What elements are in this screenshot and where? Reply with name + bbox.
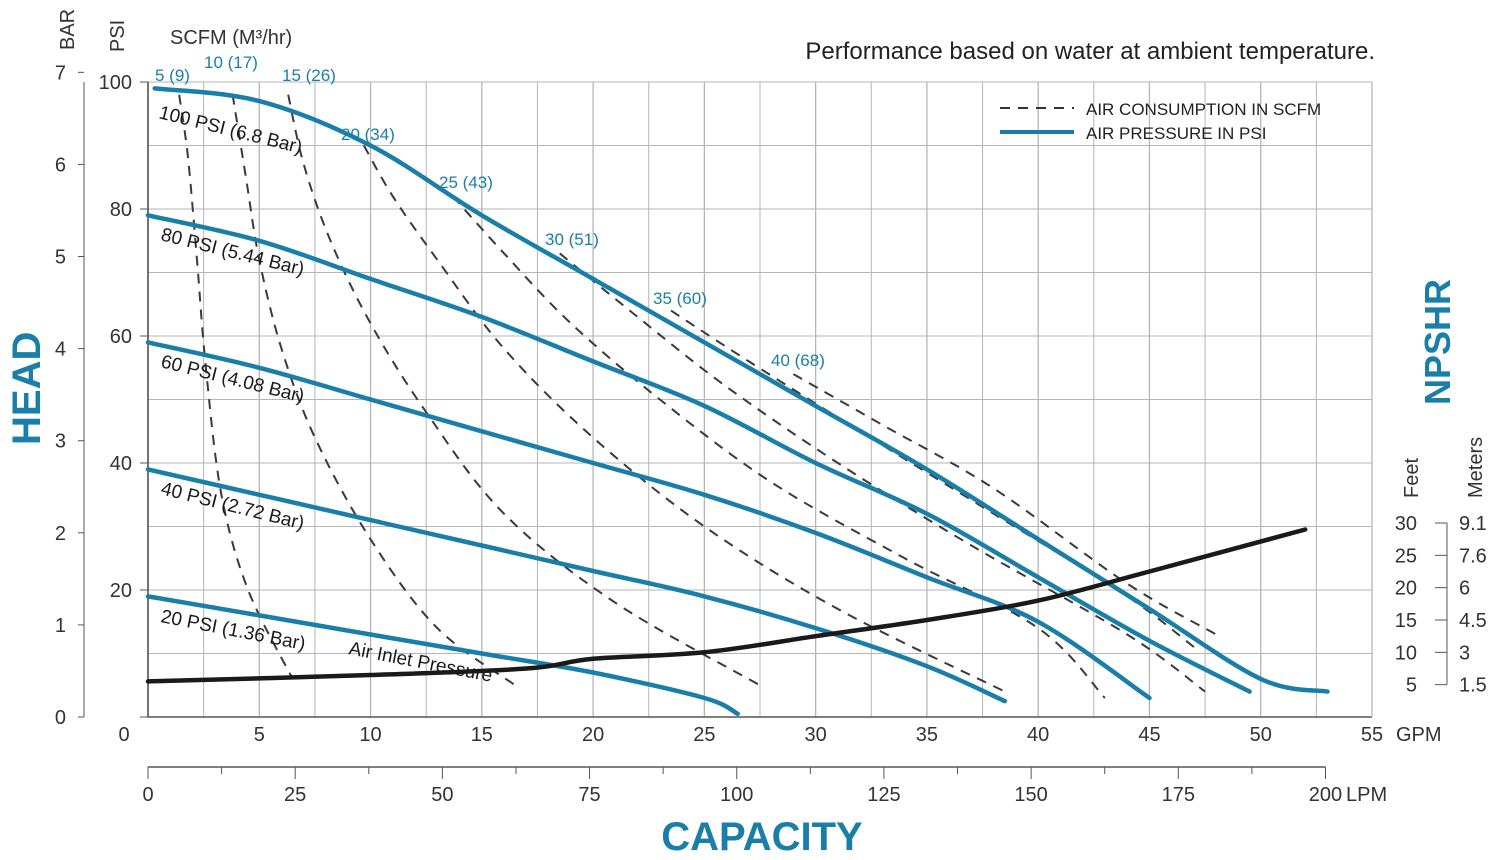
lpm-tick-label: 100 — [720, 784, 753, 806]
scfm-curve-label: 20 (34) — [341, 125, 395, 144]
scfm-curve — [792, 373, 1217, 636]
gpm-axis-label: GPM — [1396, 724, 1442, 746]
scfm-curve — [670, 309, 1195, 648]
pressure-curve — [152, 86, 1330, 694]
lpm-tick-label: 125 — [867, 784, 900, 806]
lpm-tick-label: 75 — [578, 784, 600, 806]
legend: AIR CONSUMPTION IN SCFM AIR PRESSURE IN … — [1000, 100, 1321, 143]
npshr-feet-tick-label: 25 — [1395, 545, 1417, 567]
chart-note: Performance based on water at ambient te… — [805, 38, 1375, 65]
scfm-curve — [363, 145, 1006, 693]
pressure-curve-label: 20 PSI (1.36 Bar) — [159, 606, 307, 655]
scfm-curve-label: 25 (43) — [439, 173, 493, 192]
lpm-tick-label: 50 — [431, 784, 453, 806]
npshr-meters-tick-label: 7.6 — [1459, 545, 1487, 567]
gpm-tick-label: 45 — [1138, 724, 1160, 746]
gpm-tick-label: 30 — [805, 724, 827, 746]
scfm-curve-label: 40 (68) — [771, 351, 825, 370]
legend-air-consumption: AIR CONSUMPTION IN SCFM — [1086, 100, 1321, 119]
chart-labels: 0 5 10 15 20 25 30 35 40 45 50 55204060801000123456… — [55, 53, 1487, 806]
lpm-tick-label: 25 — [284, 784, 306, 806]
bar-axis-label: BAR — [57, 9, 79, 50]
gpm-tick-label: 5 — [254, 724, 265, 746]
npshr-feet-tick-label: 5 — [1406, 675, 1417, 697]
air-consumption-curves — [178, 94, 1217, 699]
gpm-tick-label: 15 — [471, 724, 493, 746]
bar-tick-label: 1 — [55, 615, 66, 637]
gpm-tick-label: 40 — [1027, 724, 1049, 746]
scfm-curve — [452, 195, 1106, 699]
plot-grid — [78, 71, 1448, 779]
npshr-curve — [145, 527, 1308, 684]
lpm-tick-label: 150 — [1014, 784, 1047, 806]
air-pressure-curves — [145, 86, 1330, 717]
pressure-curve-label: 100 PSI (6.8 Bar) — [157, 102, 305, 158]
head-axis-title: HEAD — [5, 332, 49, 445]
npshr-line — [145, 527, 1308, 684]
scfm-curve — [231, 94, 516, 687]
air-inlet-pressure-label: Air Inlet Pressure — [347, 638, 494, 686]
psi-tick-label: 20 — [110, 580, 132, 602]
npshr-feet-tick-label: 20 — [1395, 578, 1417, 600]
scfm-curve-label: 35 (60) — [653, 289, 707, 308]
npshr-meters-tick-label: 9.1 — [1459, 513, 1487, 535]
bar-tick-label: 6 — [55, 154, 66, 176]
gpm-tick-label: 10 — [359, 724, 381, 746]
npshr-meters-tick-label: 6 — [1459, 578, 1470, 600]
lpm-tick-label: 200 — [1309, 784, 1342, 806]
scfm-curve-label: 30 (51) — [545, 230, 599, 249]
psi-tick-label: 80 — [110, 199, 132, 221]
npshr-meters-tick-label: 4.5 — [1459, 610, 1487, 632]
npshr-meters-tick-label: 3 — [1459, 642, 1470, 664]
npshr-feet-label: Feet — [1401, 458, 1423, 498]
npshr-meters-label: Meters — [1465, 437, 1487, 498]
psi-tick-label: 100 — [99, 72, 132, 94]
scfm-curve — [287, 94, 761, 687]
npshr-meters-tick-label: 1.5 — [1459, 675, 1487, 697]
psi-tick-label: 40 — [110, 453, 132, 475]
gpm-tick-label: 50 — [1250, 724, 1272, 746]
bar-tick-label: 4 — [55, 339, 66, 361]
bar-tick-label: 2 — [55, 523, 66, 545]
legend-air-pressure: AIR PRESSURE IN PSI — [1086, 124, 1266, 143]
gpm-tick-label: 20 — [582, 724, 604, 746]
scfm-curve-label: 5 (9) — [155, 66, 190, 85]
bar-tick-label: 5 — [55, 247, 66, 269]
psi-tick-label: 60 — [110, 326, 132, 348]
npshr-feet-tick-label: 10 — [1395, 642, 1417, 664]
npshr-title: NPSHR — [1417, 279, 1458, 405]
bar-tick-label: 0 — [55, 707, 66, 729]
pressure-curve — [145, 467, 1008, 704]
gpm-tick-label: 35 — [916, 724, 938, 746]
gpm-tick-label: 55 — [1361, 724, 1383, 746]
scfm-axis-label: SCFM (M³/hr) — [170, 27, 292, 49]
capacity-axis-title: CAPACITY — [661, 815, 863, 859]
pressure-curve — [145, 213, 1252, 694]
scfm-curve-label: 10 (17) — [204, 53, 258, 72]
lpm-tick-label: 0 — [142, 784, 153, 806]
lpm-axis-label: LPM — [1346, 784, 1387, 806]
gpm-tick-label: 0 — [118, 724, 129, 746]
psi-axis-label: PSI — [107, 20, 129, 52]
lpm-tick-label: 175 — [1162, 784, 1195, 806]
scfm-curve-label: 15 (26) — [282, 66, 336, 85]
scfm-curve — [178, 94, 294, 680]
npshr-feet-tick-label: 30 — [1395, 513, 1417, 535]
gpm-tick-label: 25 — [693, 724, 715, 746]
bar-tick-label: 7 — [55, 62, 66, 84]
bar-tick-label: 3 — [55, 431, 66, 453]
pressure-curve — [145, 594, 740, 717]
pressure-curve — [145, 340, 1152, 701]
npshr-feet-tick-label: 15 — [1395, 610, 1417, 632]
